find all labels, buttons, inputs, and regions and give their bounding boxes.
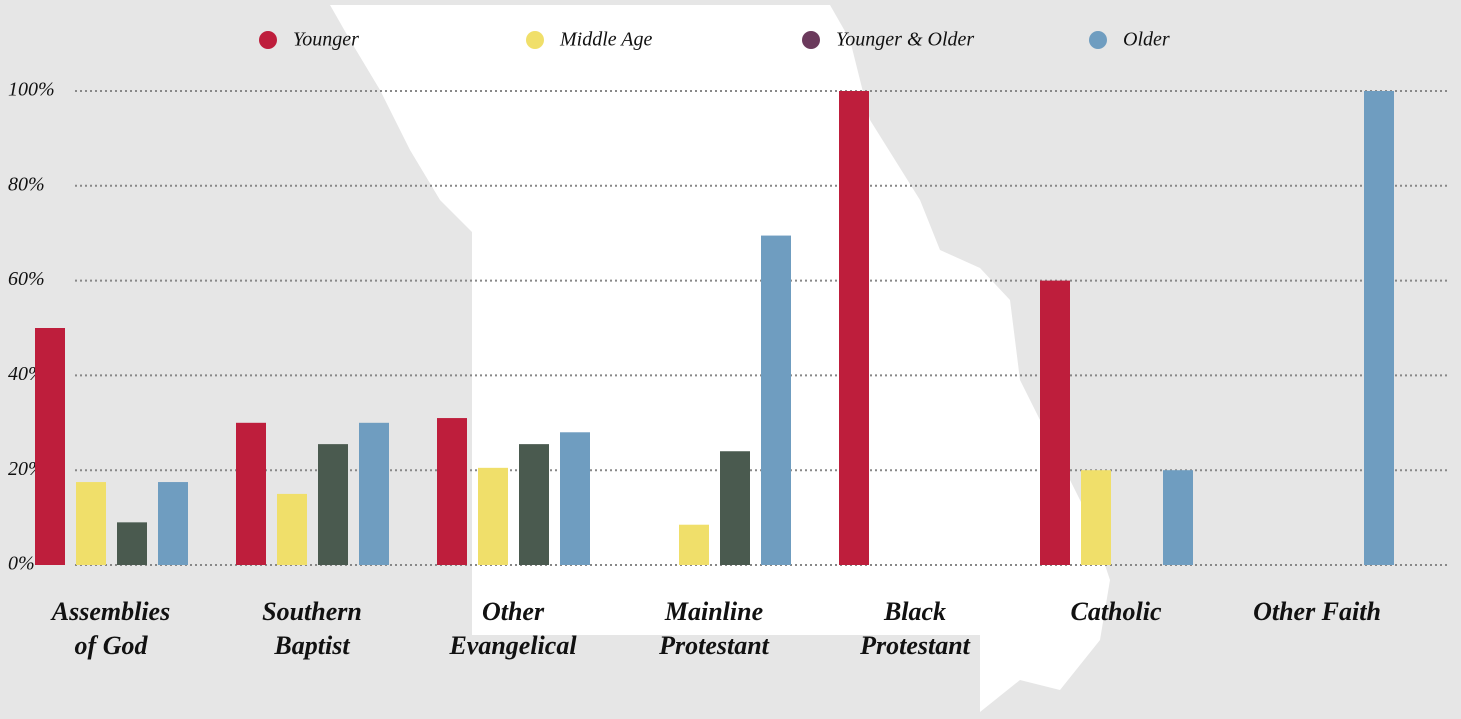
x-tick-line: Other (482, 597, 545, 626)
x-tick-label: Southern Baptist (262, 597, 362, 660)
bar (359, 422, 389, 565)
x-tick-line: Mainline (664, 597, 763, 626)
x-tick-line: Catholic (1070, 597, 1161, 626)
bar (1364, 91, 1394, 565)
bar (519, 444, 549, 565)
bar (437, 418, 467, 565)
bar (1163, 470, 1193, 565)
bar (560, 432, 590, 565)
x-tick-line: Southern (262, 597, 362, 626)
x-tick-label: Assemblies of God (50, 597, 170, 660)
x-tick-line: Black (883, 597, 946, 626)
y-tick-label: 100% (8, 79, 55, 101)
x-tick-label: Black Protestant (859, 597, 971, 660)
legend-marker (1089, 31, 1107, 49)
bar (720, 451, 750, 565)
bar (76, 482, 106, 565)
bar (679, 524, 709, 565)
x-tick-label: Catholic (1070, 597, 1161, 626)
x-tick-line: Evangelical (448, 631, 577, 660)
y-tick-label: 60% (8, 268, 45, 290)
legend-label: Younger (293, 29, 359, 51)
bar (318, 444, 348, 565)
legend-label: Middle Age (559, 29, 653, 51)
x-tick-label: Other Evangelical (448, 597, 577, 660)
x-tick-line: Assemblies (50, 597, 170, 626)
bar (761, 235, 791, 565)
bar (839, 91, 869, 565)
bar (236, 422, 266, 565)
legend-label: Older (1123, 29, 1170, 51)
y-tick-label: 0% (8, 553, 35, 575)
x-tick-line: Protestant (658, 631, 770, 660)
legend-marker (259, 31, 277, 49)
bar (158, 482, 188, 565)
bar (35, 328, 65, 565)
legend-marker (802, 31, 820, 49)
x-tick-line: Other Faith (1253, 597, 1381, 626)
y-tick-label: 80% (8, 173, 45, 195)
bar (1081, 470, 1111, 565)
x-tick-line: Baptist (273, 631, 350, 660)
legend-label: Younger & Older (836, 29, 974, 51)
x-tick-line: of God (75, 631, 149, 660)
x-tick-line: Protestant (859, 631, 971, 660)
x-tick-label: Other Faith (1253, 597, 1381, 626)
bar (1040, 280, 1070, 565)
bar (277, 493, 307, 565)
legend-marker (526, 31, 544, 49)
x-tick-label: Mainline Protestant (658, 597, 770, 660)
bar (117, 522, 147, 565)
bar (478, 467, 508, 565)
